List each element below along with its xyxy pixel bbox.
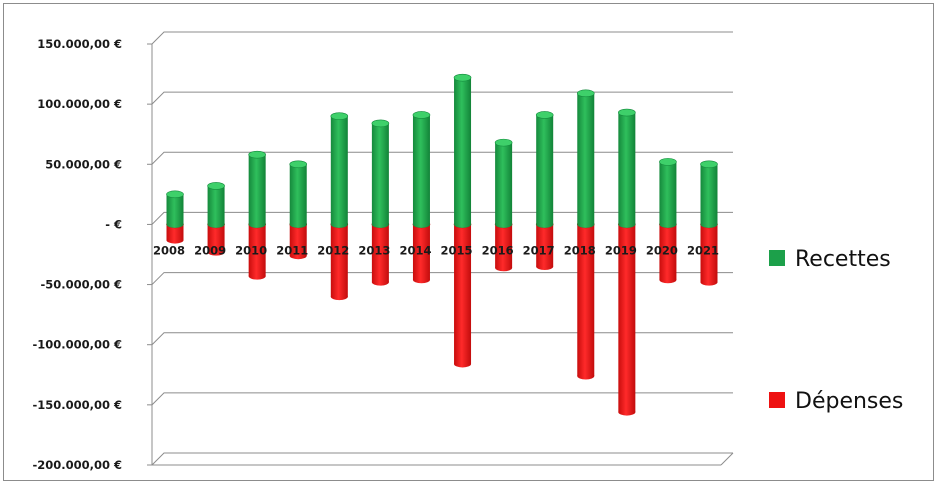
- gridline: [151, 332, 733, 346]
- y-tick-label: 100.000,00 €: [37, 97, 122, 111]
- x-tick-label: 2009: [194, 243, 226, 257]
- y-tick-label: 50.000,00 €: [45, 157, 122, 171]
- gridline: [151, 31, 733, 45]
- bar-recettes-2020: [659, 158, 677, 228]
- x-tick-label: 2014: [399, 243, 431, 257]
- bar-recettes-2014: [412, 111, 431, 228]
- bar-recettes-2012: [330, 112, 349, 228]
- legend-swatch: [769, 250, 785, 266]
- gridline: [151, 272, 733, 285]
- bar-dépenses-2012: [330, 220, 349, 301]
- x-tick-label: 2017: [523, 243, 555, 257]
- y-axis-labels: 150.000,00 € 100.000,00 € 50.000,00 € - € -5…: [32, 37, 122, 472]
- x-axis-labels: 2008 2009 2010 2011 2012 2013 2014 2015 2016 2017…: [153, 243, 719, 257]
- y-tick-label: -150.000,00 €: [32, 398, 122, 412]
- y-tick-label: -100.000,00 €: [32, 338, 122, 352]
- bar-recettes-2016: [494, 138, 513, 228]
- bar-recettes-2011: [289, 160, 308, 228]
- legend-item-dépenses: Dépenses: [769, 389, 903, 414]
- y-tick-label: - €: [105, 217, 122, 231]
- floor-edge: [720, 452, 734, 466]
- gridline: [151, 91, 733, 105]
- gridline: [151, 211, 733, 225]
- bar-recettes-2013: [371, 119, 390, 228]
- x-tick-label: 2019: [605, 243, 637, 257]
- legend-label: Dépenses: [795, 389, 903, 414]
- x-tick-label: 2020: [646, 243, 678, 257]
- bar-recettes-2010: [248, 150, 266, 228]
- gridline: [151, 151, 733, 165]
- bar-recettes-2019: [618, 108, 636, 228]
- x-tick-label: 2012: [317, 243, 349, 257]
- x-tick-label: 2018: [564, 243, 596, 257]
- x-tick-label: 2011: [276, 243, 308, 257]
- gridline: [151, 392, 733, 406]
- gridline: [151, 452, 733, 466]
- x-tick-label: 2010: [235, 243, 267, 257]
- y-tick-label: -50.000,00 €: [40, 278, 122, 292]
- x-tick-label: 2016: [482, 243, 514, 257]
- legend: Recettes Dépenses: [769, 247, 903, 414]
- bar-recettes-2021: [700, 160, 718, 228]
- y-tick-label: -200.000,00 €: [32, 458, 122, 472]
- x-tick-label: 2008: [153, 243, 185, 257]
- y-tick-label: 150.000,00 €: [37, 37, 122, 51]
- bar-recettes-2009: [207, 182, 225, 228]
- bar-recettes-2008: [166, 190, 184, 228]
- x-tick-label: 2015: [441, 243, 473, 257]
- x-tick-label: 2013: [358, 243, 390, 257]
- legend-swatch: [769, 392, 785, 408]
- bars: [166, 73, 718, 416]
- x-tick-label: 2021: [687, 243, 719, 257]
- legend-label: Recettes: [795, 247, 891, 272]
- bar-recettes-2015: [453, 73, 472, 228]
- bar-recettes-2018: [576, 89, 595, 228]
- legend-item-recettes: Recettes: [769, 247, 891, 272]
- bar-recettes-2017: [535, 111, 554, 228]
